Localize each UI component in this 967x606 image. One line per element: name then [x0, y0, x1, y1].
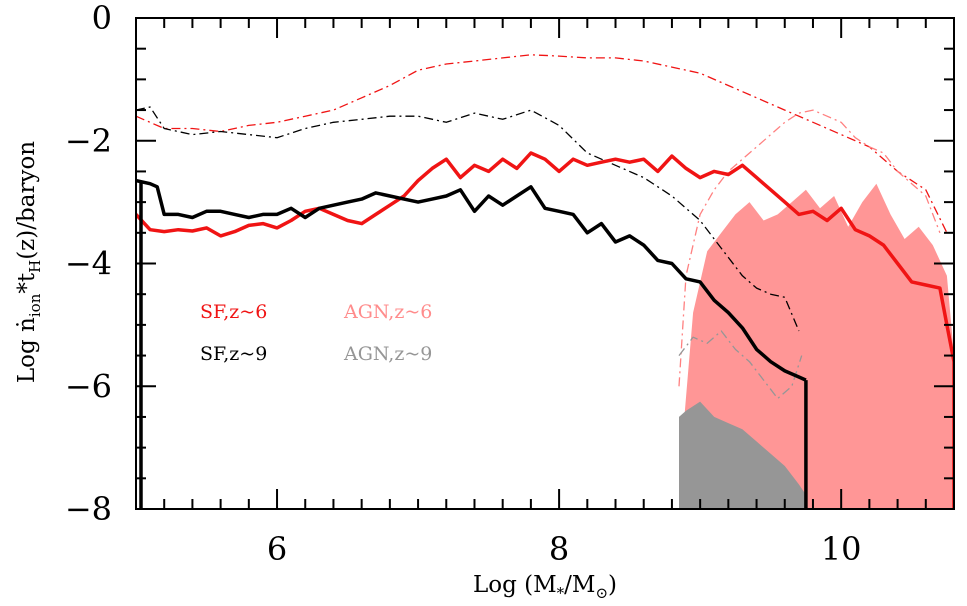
x-tick-labels: 6 8 10 — [267, 530, 862, 568]
series-line-sf-z-9 — [136, 178, 807, 382]
plot-area — [136, 54, 954, 509]
x-axis-title: Log (M*/M⊙) — [473, 572, 617, 602]
series-line-agn-z-9-dash-dot — [678, 330, 803, 400]
series-line-sf-z-9-dash-dot — [136, 106, 800, 332]
y-tick-label: 0 — [92, 0, 112, 37]
y-tick-label: −6 — [65, 367, 112, 405]
area-agn-z-6 — [681, 183, 954, 509]
series-line-agn-z-6-dash-dot — [678, 109, 941, 387]
series-line-sf-z-6 — [136, 151, 954, 363]
legend-agn-z6: AGN,z~6 — [343, 301, 432, 323]
axis-ticks — [136, 18, 955, 509]
series-line-sf-z-6-dash-dot — [136, 54, 948, 234]
plot-frame — [135, 17, 955, 510]
y-tick-label: −4 — [65, 245, 112, 283]
x-tick-label: 6 — [267, 530, 287, 568]
legend-sf-z9: SF,z~9 — [200, 343, 267, 365]
y-axis-title: Log ṅion*tH(z)/baryon — [14, 141, 44, 383]
y-tick-labels: 0 −2 −4 −6 −8 — [65, 0, 112, 528]
legend-sf-z6: SF,z~6 — [200, 301, 267, 323]
x-tick-label: 10 — [821, 530, 862, 568]
legend-agn-z9: AGN,z~9 — [343, 343, 432, 365]
x-tick-label: 8 — [549, 530, 569, 568]
area-agn-z-9 — [679, 401, 808, 509]
y-tick-label: −2 — [65, 122, 112, 160]
y-tick-label: −8 — [65, 490, 112, 528]
